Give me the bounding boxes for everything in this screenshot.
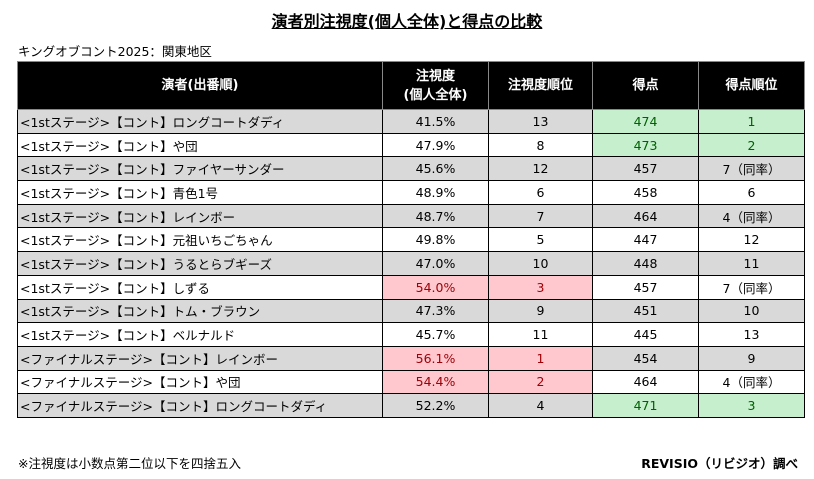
cell-attention: 47.9% [382,132,489,158]
header-attention-rank: 注視度順位 [488,61,593,110]
cell-performer: <1stステージ>【コント】ベルナルド [17,322,383,347]
table-row: <1stステージ>【コント】ファイヤーサンダー 45.6% 12 457 7（同率） [17,156,805,182]
cell-attention: 45.6% [382,156,489,182]
source-credit: REVISIO（リビジオ）調べ [641,456,798,471]
cell-score-rank: 9 [698,345,805,371]
table-row: <1stステージ>【コント】青色1号 48.9% 6 458 6 [17,180,805,205]
cell-score: 471 [592,393,699,418]
table-body: <1stステージ>【コント】ロングコートダディ 41.5% 13 474 1 <1stステ… [17,109,805,418]
header-attention: 注視度 (個人全体) [382,61,489,110]
footnote: ※注視度は小数点第二位以下を四捨五入 [18,456,241,471]
cell-score: 448 [592,251,699,276]
cell-attention-rank: 13 [488,109,593,134]
cell-attention: 54.4% [382,369,489,395]
cell-score-rank: 4（同率） [698,369,805,395]
cell-performer: <1stステージ>【コント】トム・ブラウン [17,298,383,324]
cell-attention: 45.7% [382,322,489,347]
cell-score: 464 [592,369,699,395]
subtitle: キングオブコント2025：関東地区 [18,44,212,59]
cell-score: 474 [592,109,699,134]
cell-score-rank: 6 [698,180,805,205]
cell-score: 454 [592,345,699,371]
cell-score: 457 [592,156,699,182]
cell-performer: <1stステージ>【コント】ロングコートダディ [17,109,383,134]
cell-attention: 47.3% [382,298,489,324]
cell-attention-rank: 1 [488,345,593,371]
page-title: 演者別注視度(個人全体)と得点の比較 [271,12,543,31]
cell-score-rank: 10 [698,298,805,324]
cell-score-rank: 2 [698,132,805,158]
table-row: <1stステージ>【コント】元祖いちごちゃん 49.8% 5 447 12 [17,227,805,253]
table-row: <1stステージ>【コント】レインボー 48.7% 7 464 4（同率） [17,203,805,229]
cell-attention-rank: 6 [488,180,593,205]
cell-score: 458 [592,180,699,205]
table-row: <ファイナルステージ>【コント】ロングコートダディ 52.2% 4 471 3 [17,393,805,418]
cell-score: 473 [592,132,699,158]
header-attention-line1: 注視度 [415,68,455,84]
cell-performer: <ファイナルステージ>【コント】ロングコートダディ [17,393,383,418]
cell-attention-rank: 7 [488,203,593,229]
cell-attention-rank: 10 [488,251,593,276]
cell-score: 464 [592,203,699,229]
cell-performer: <1stステージ>【コント】ファイヤーサンダー [17,156,383,182]
cell-score-rank: 4（同率） [698,203,805,229]
cell-attention: 47.0% [382,251,489,276]
cell-performer: <1stステージ>【コント】レインボー [17,203,383,229]
cell-attention: 41.5% [382,109,489,134]
table-row: <1stステージ>【コント】トム・ブラウン 47.3% 9 451 10 [17,298,805,324]
cell-score-rank: 3 [698,393,805,418]
header-attention-line2: (個人全体) [403,87,468,103]
cell-attention-rank: 5 [488,227,593,253]
cell-attention: 49.8% [382,227,489,253]
cell-score: 457 [592,274,699,300]
cell-attention: 52.2% [382,393,489,418]
table-row: <1stステージ>【コント】や団 47.9% 8 473 2 [17,132,805,158]
cell-score-rank: 12 [698,227,805,253]
cell-attention: 48.7% [382,203,489,229]
cell-attention-rank: 4 [488,393,593,418]
header-performer: 演者(出番順) [17,61,383,110]
cell-attention-rank: 3 [488,274,593,300]
cell-performer: <1stステージ>【コント】青色1号 [17,180,383,205]
table-row: <1stステージ>【コント】ベルナルド 45.7% 11 445 13 [17,322,805,347]
table-row: <ファイナルステージ>【コント】や団 54.4% 2 464 4（同率） [17,369,805,395]
table-row: <1stステージ>【コント】しずる 54.0% 3 457 7（同率） [17,274,805,300]
cell-attention-rank: 12 [488,156,593,182]
cell-performer: <1stステージ>【コント】元祖いちごちゃん [17,227,383,253]
cell-score-rank: 7（同率） [698,274,805,300]
cell-performer: <ファイナルステージ>【コント】や団 [17,369,383,395]
cell-attention: 56.1% [382,345,489,371]
cell-performer: <ファイナルステージ>【コント】レインボー [17,345,383,371]
table-row: <ファイナルステージ>【コント】レインボー 56.1% 1 454 9 [17,345,805,371]
cell-score-rank: 13 [698,322,805,347]
table-row: <1stステージ>【コント】ロングコートダディ 41.5% 13 474 1 [17,109,805,134]
cell-score-rank: 7（同率） [698,156,805,182]
cell-score: 447 [592,227,699,253]
cell-attention-rank: 2 [488,369,593,395]
header-score: 得点 [592,61,699,110]
cell-attention-rank: 9 [488,298,593,324]
header-score-rank: 得点順位 [698,61,805,110]
cell-score: 451 [592,298,699,324]
table-row: <1stステージ>【コント】うるとらブギーズ 47.0% 10 448 11 [17,251,805,276]
cell-performer: <1stステージ>【コント】しずる [17,274,383,300]
cell-score-rank: 1 [698,109,805,134]
comparison-table: 演者(出番順) 注視度 (個人全体) 注視度順位 得点 得点順位 <1stステー… [17,61,805,418]
cell-score: 445 [592,322,699,347]
cell-score-rank: 11 [698,251,805,276]
cell-attention: 54.0% [382,274,489,300]
cell-attention: 48.9% [382,180,489,205]
cell-performer: <1stステージ>【コント】や団 [17,132,383,158]
cell-performer: <1stステージ>【コント】うるとらブギーズ [17,251,383,276]
cell-attention-rank: 8 [488,132,593,158]
table-header-row: 演者(出番順) 注視度 (個人全体) 注視度順位 得点 得点順位 [17,61,805,110]
cell-attention-rank: 11 [488,322,593,347]
